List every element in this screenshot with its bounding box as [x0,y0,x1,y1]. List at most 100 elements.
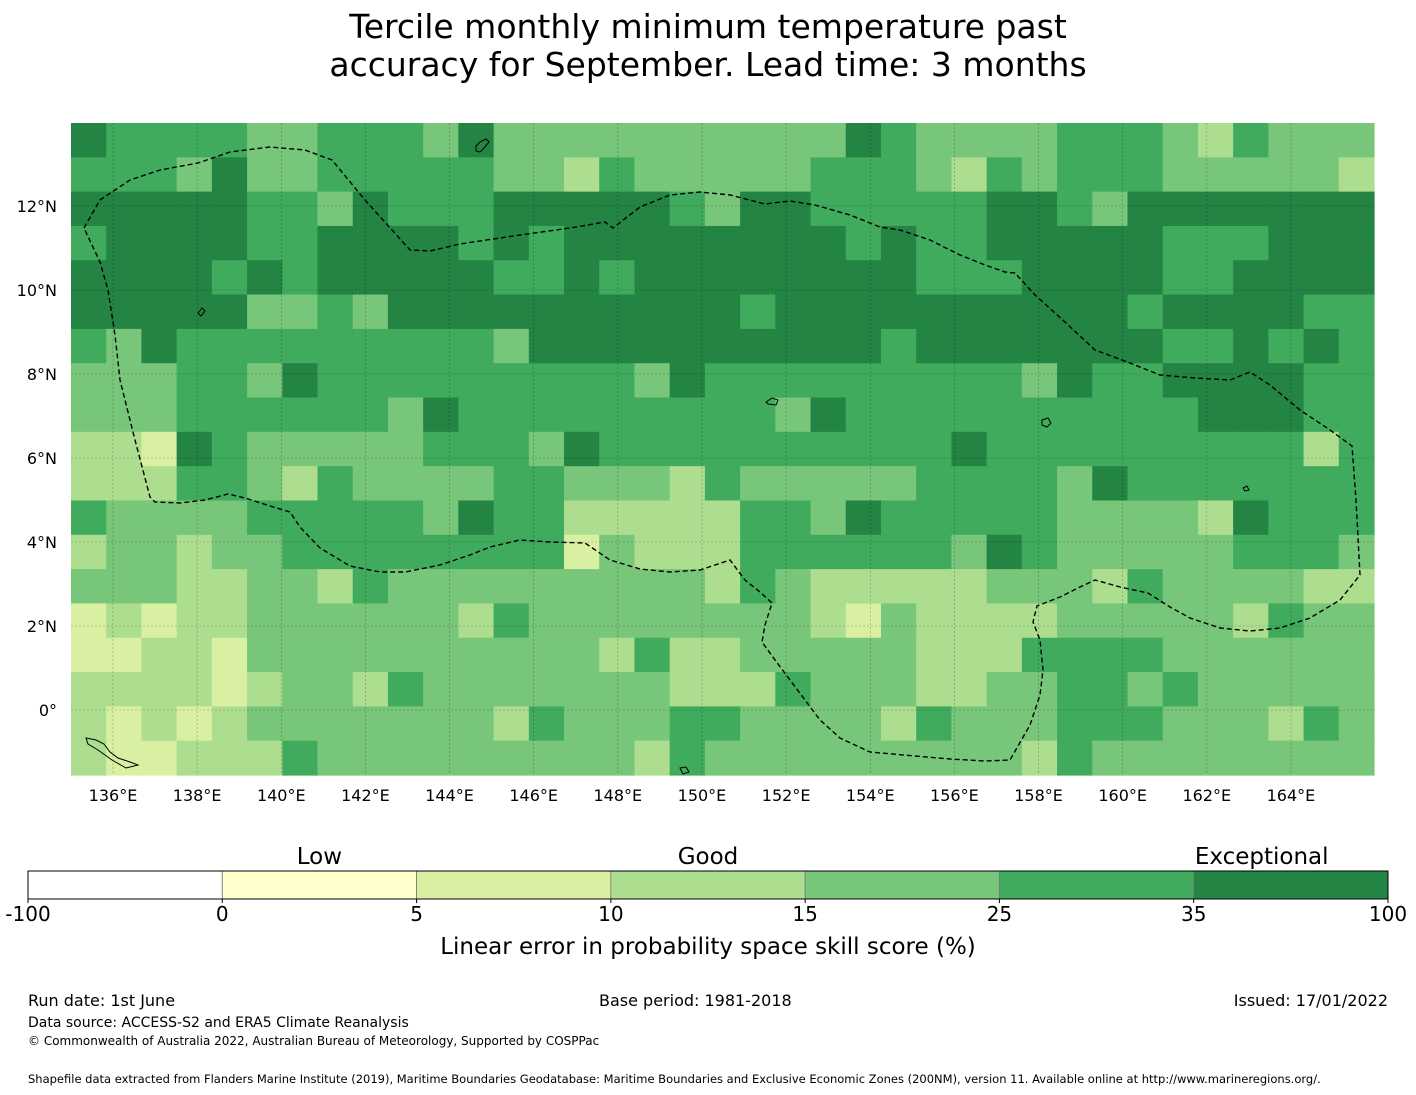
skill-cell [1127,225,1164,261]
skill-cell [528,637,565,673]
legend-bound-label: 5 [410,902,423,926]
skill-cell [1127,397,1164,433]
skill-cell [810,637,847,673]
skill-cell [880,363,917,399]
skill-cell [1303,466,1340,502]
skill-cell [845,123,882,158]
copyright: © Commonwealth of Australia 2022, Austra… [28,1034,600,1048]
skill-cell [458,706,495,742]
skill-cell [704,534,741,570]
skill-cell [317,260,354,296]
skill-cell [1303,603,1340,639]
skill-cell [704,294,741,330]
island-png-north [85,737,140,769]
skill-cell [916,672,953,707]
skill-cell [1127,672,1164,707]
skill-cell [141,328,178,364]
skill-cell [247,431,283,467]
skill-cell [740,569,776,605]
skill-cell [564,569,600,605]
skill-cell [669,672,706,707]
skill-cell [669,603,706,639]
skill-cell [880,603,917,639]
skill-cell [423,328,459,364]
skill-cell [1127,637,1164,673]
skill-cell [951,225,988,261]
skill-cell [880,157,917,193]
skill-cell [1162,260,1199,296]
skill-cell [669,569,706,605]
skill-cell [810,431,847,467]
skill-cell [141,363,178,399]
skill-cell [775,740,812,776]
skill-cell [458,637,495,673]
skill-cell [423,157,459,193]
skill-cell [528,534,565,570]
skill-cell [1233,363,1269,399]
skill-cell [880,706,917,742]
skill-cell [528,225,565,261]
legend-category-label: Low [297,844,342,870]
skill-cell [528,740,565,776]
skill-cell [634,706,671,742]
skill-cell [176,706,213,742]
skill-cell [352,157,389,193]
skill-cell [317,157,354,193]
skill-cell [634,500,671,536]
skill-cell [1303,294,1340,330]
skill-cell [599,294,636,330]
skill-cell [141,603,178,639]
skill-cell [458,191,495,227]
skill-cell [916,603,953,639]
skill-cell [106,328,143,364]
skill-cell [916,569,953,605]
skill-cell [1303,191,1340,227]
skill-cell [1021,225,1058,261]
skill-cell [775,157,812,193]
skill-cell [106,569,143,605]
skill-cell [458,740,495,776]
skill-cell [282,466,319,502]
island-guam [475,138,490,153]
skill-cell [704,637,741,673]
latitude-labels: 12°N 10°N 8°N 6°N 4°N 2°N 0° [17,197,57,720]
skill-cell [71,500,107,536]
skill-cell [71,260,107,296]
skill-cell [916,225,953,261]
skill-cell [704,500,741,536]
skill-cell [211,191,248,227]
skill-cell [775,123,812,158]
skill-cell [845,534,882,570]
skill-cell [845,225,882,261]
skill-cell [71,294,107,330]
skill-cell [211,466,248,502]
skill-cell [176,466,213,502]
skill-cell [1233,431,1269,467]
skill-cell [528,123,565,158]
skill-cell [282,328,319,364]
skill-cell [810,603,847,639]
skill-cell [1268,431,1305,467]
skill-cell [1162,466,1199,502]
skill-cell [387,534,424,570]
skill-cell [141,260,178,296]
skill-cell [317,466,354,502]
skill-cell [71,397,107,433]
skill-cell [916,637,953,673]
latitude-label: 6°N [27,449,57,468]
skill-cell [986,294,1023,330]
skill-cell [634,431,671,467]
legend-swatch [610,870,806,900]
skill-cell [1162,397,1199,433]
skill-cell [282,706,319,742]
skill-cell [1057,740,1093,776]
skill-cell [810,569,847,605]
skill-cell [1197,191,1234,227]
skill-cell [493,500,530,536]
skill-cell [775,466,812,502]
skill-cell [458,123,495,158]
skill-cell [986,466,1023,502]
skill-cell [352,225,389,261]
skill-cell [282,431,319,467]
skill-cell [704,740,741,776]
